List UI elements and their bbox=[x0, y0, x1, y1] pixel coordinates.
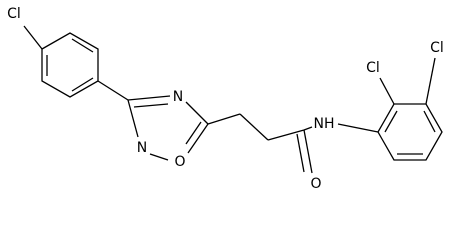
atom-label: N bbox=[137, 140, 147, 156]
molecule-diagram: Cl N N O O NH Cl Cl bbox=[7, 6, 444, 192]
atom-label: NH bbox=[314, 116, 335, 132]
carbonyl-bond bbox=[296, 133, 305, 173]
c-cl-bond bbox=[23, 25, 43, 50]
double-bond bbox=[185, 121, 202, 145]
double-bond bbox=[423, 110, 436, 133]
double-bond bbox=[71, 77, 94, 92]
atom-label: O bbox=[174, 154, 185, 170]
benzene-ring bbox=[377, 103, 443, 161]
bond bbox=[127, 95, 171, 101]
bond bbox=[337, 123, 379, 133]
bond bbox=[187, 123, 209, 154]
bond bbox=[127, 99, 139, 138]
carbonyl-bond bbox=[303, 129, 313, 174]
atom-label: Cl bbox=[7, 6, 21, 22]
bond bbox=[185, 101, 209, 125]
benzene-ring bbox=[41, 32, 99, 98]
atom-labels: Cl N N O O NH Cl Cl bbox=[7, 6, 444, 192]
bond bbox=[97, 80, 129, 101]
double-bond bbox=[71, 38, 94, 53]
c-cl-bond bbox=[425, 57, 436, 105]
atom-label: O bbox=[310, 176, 321, 192]
bond bbox=[303, 126, 313, 131]
bond bbox=[149, 153, 169, 161]
bond bbox=[207, 113, 241, 125]
bond bbox=[239, 113, 269, 141]
atom-label: N bbox=[173, 89, 183, 105]
bond bbox=[267, 129, 305, 141]
bonds bbox=[23, 25, 443, 174]
double-bond bbox=[133, 103, 169, 108]
double-bond bbox=[384, 110, 398, 133]
c-cl-bond bbox=[379, 77, 395, 105]
atom-label: Cl bbox=[430, 40, 444, 56]
atom-label: Cl bbox=[366, 60, 380, 76]
